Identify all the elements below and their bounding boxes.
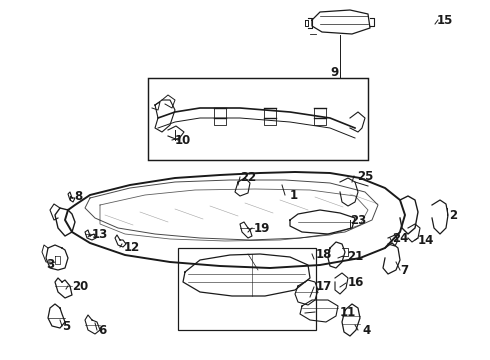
Text: 18: 18 — [316, 248, 332, 261]
Text: 5: 5 — [62, 320, 70, 333]
Text: 11: 11 — [340, 306, 356, 319]
Text: 1: 1 — [290, 189, 298, 202]
Text: 21: 21 — [347, 249, 363, 262]
Text: 7: 7 — [400, 264, 408, 276]
Text: 2: 2 — [449, 208, 457, 221]
Bar — [178, 248, 316, 330]
Text: 13: 13 — [92, 228, 108, 240]
Text: 10: 10 — [175, 134, 191, 147]
Bar — [148, 78, 368, 160]
Text: 24: 24 — [392, 231, 408, 244]
Text: 15: 15 — [437, 14, 453, 27]
Text: 23: 23 — [350, 213, 366, 226]
Text: 17: 17 — [316, 280, 332, 293]
Text: 4: 4 — [362, 324, 370, 337]
Text: 25: 25 — [357, 170, 373, 183]
Text: 19: 19 — [254, 221, 270, 234]
Text: 20: 20 — [72, 279, 88, 292]
Text: 3: 3 — [46, 257, 54, 270]
Text: 6: 6 — [98, 324, 106, 337]
Text: 22: 22 — [240, 171, 256, 184]
Text: 8: 8 — [74, 189, 82, 202]
Text: 12: 12 — [124, 240, 140, 253]
Text: 14: 14 — [418, 234, 434, 247]
Text: 16: 16 — [348, 276, 365, 289]
Text: 9: 9 — [330, 66, 338, 78]
